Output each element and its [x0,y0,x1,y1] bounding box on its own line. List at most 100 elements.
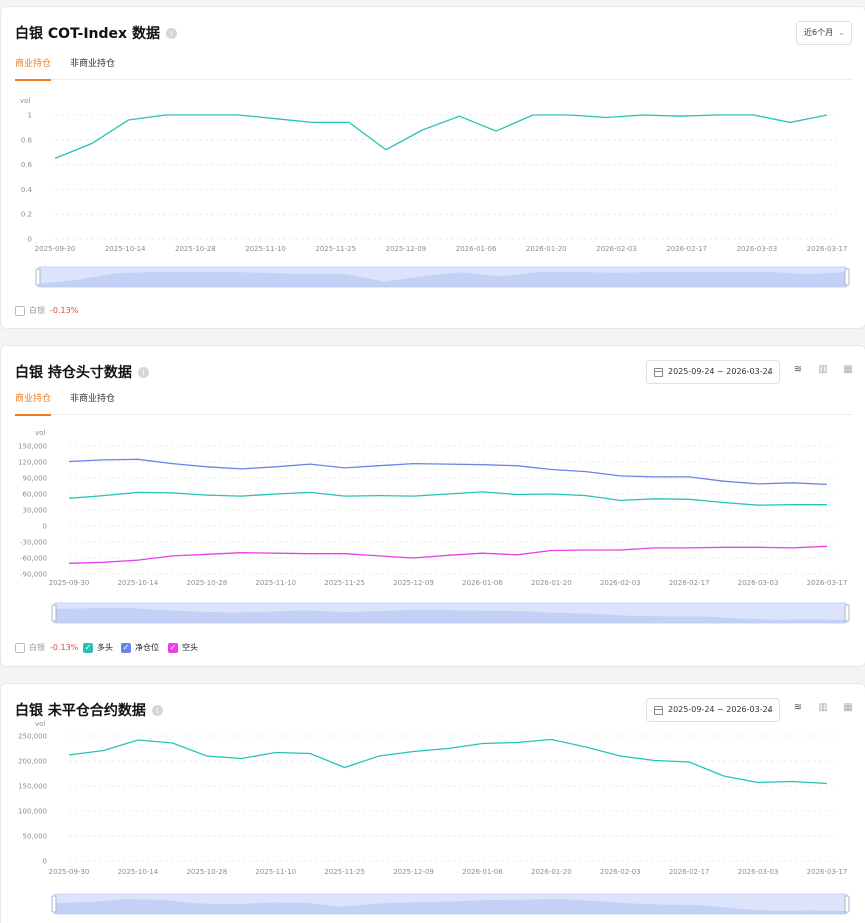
y-axis-label: vol [35,720,45,728]
positions-tabs: 商业持仓 非商业持仓 [15,391,853,416]
open-interest-chart: 0 50,000 100,000 150,000 200,000 250,000 vol 20… [18,720,850,915]
x-tick-label: 2026-01-20 [526,245,567,253]
y-axis-label: vol [20,97,30,105]
x-tick-label: 2025-10-14 [118,579,159,587]
table-icon[interactable]: ▦ [843,364,853,375]
y-tick-label: 60,000 [23,491,48,499]
x-tick-label: 2025-11-10 [255,868,296,876]
y-tick-label: -30,000 [20,539,47,547]
y-tick-label: -60,000 [20,555,47,563]
x-tick-label: 2025-09-30 [49,868,90,876]
positions-card: 白银 持仓头寸数据 i 2025-09-24 ~ 2026-03-24 ⌄ ≋ ▥… [0,345,865,667]
legend-long-label: 多头 [97,643,113,652]
chevron-down-icon: ⌄ [765,367,773,377]
checkbox-checked-icon[interactable]: ✓ [83,643,93,653]
y-tick-label: 100,000 [18,808,47,816]
info-icon[interactable]: i [151,705,163,716]
zoom-slider-preview [54,608,847,623]
chevron-down-icon: ⌄ [765,705,773,715]
checkbox-checked-icon[interactable]: ✓ [121,643,131,653]
x-tick-label: 2026-01-20 [531,579,572,587]
x-tick-label: 2026-01-06 [462,868,503,876]
date-range-picker[interactable]: 2025-09-24 ~ 2026-03-24 ⌄ [646,360,780,384]
line-chart-icon[interactable]: ≋ [793,364,803,375]
x-tick-label: 2025-10-28 [186,579,227,587]
series-line [68,491,827,506]
checkbox-icon[interactable] [15,306,25,316]
date-range-value: 2025-09-24 ~ 2026-03-24 [668,367,773,376]
x-tick-label: 2025-11-10 [255,579,296,587]
series-line [68,738,828,785]
x-tick-label: 2026-03-03 [736,245,777,253]
cot-index-chart: 0 0.2 0.4 0.6 0.8 1 vol 2025-09-30 2025-10-14 202… [20,97,850,288]
y-tick-label: 90,000 [23,475,48,483]
x-tick-label: 2026-03-03 [738,868,779,876]
x-tick-label: 2026-03-03 [738,579,779,587]
y-tick-label: 150,000 [18,443,47,451]
positions-chart: -90,000 -60,000 -30,000 0 30,000 60,000 90,000… [18,429,850,624]
x-tick-label: 2026-03-17 [807,245,848,253]
table-icon[interactable]: ▦ [843,702,853,713]
calendar-icon [654,706,663,715]
zoom-handle-left [35,268,41,286]
x-tick-label: 2025-09-30 [49,579,90,587]
zoom-slider-preview [38,272,847,287]
series-line [68,545,828,564]
x-tick-label: 2025-11-25 [315,245,356,253]
x-tick-label: 2026-02-03 [600,868,641,876]
y-tick-label: 250,000 [18,733,47,741]
x-tick-label: 2026-01-06 [462,579,503,587]
x-tick-label: 2025-10-14 [105,245,146,253]
bar-chart-icon[interactable]: ▥ [818,364,828,375]
open-interest-title: 白银 未平仓合约数据 i [15,700,163,720]
bar-chart-icon[interactable]: ▥ [818,702,828,713]
period-select[interactable]: 近6个月 ⌄ [796,21,852,45]
x-tick-label: 2025-09-30 [35,245,76,253]
zoom-handle-right [844,268,850,286]
x-tick-label: 2026-02-17 [666,245,707,253]
date-range-picker[interactable]: 2025-09-24 ~ 2026-03-24 ⌄ [646,698,780,722]
x-tick-label: 2025-12-09 [393,868,434,876]
y-tick-label: 0.6 [21,161,33,169]
tab-noncommercial[interactable]: 非商业持仓 [70,394,116,404]
x-tick-label: 2025-10-28 [175,245,216,253]
positions-title: 白银 持仓头寸数据 i [15,362,149,382]
x-tick-label: 2025-11-25 [324,868,365,876]
y-tick-label: 0 [43,523,47,531]
info-icon[interactable]: i [165,28,177,39]
x-tick-label: 2026-03-17 [807,868,848,876]
positions-title-text: 白银 持仓头寸数据 [15,365,132,381]
date-range-value: 2025-09-24 ~ 2026-03-24 [668,705,773,714]
checkbox-checked-icon[interactable]: ✓ [168,643,178,653]
legend-silver-change: -0.13% [50,306,79,315]
tab-commercial[interactable]: 商业持仓 [15,391,52,416]
open-interest-card: 白银 未平仓合约数据 i 2025-09-24 ~ 2026-03-24 ⌄ ≋ … [0,683,865,923]
tab-noncommercial[interactable]: 非商业持仓 [70,59,116,69]
y-tick-label: 0 [28,236,32,244]
legend-short-label: 空头 [182,643,198,652]
open-interest-title-text: 白银 未平仓合约数据 [15,703,146,719]
y-tick-label: 150,000 [18,783,47,791]
info-icon[interactable]: i [137,367,149,378]
cot-index-title-text: 白银 COT-Index 数据 [15,26,160,42]
x-tick-label: 2026-02-03 [600,579,641,587]
zoom-slider-preview [54,899,847,914]
series-line [68,458,828,486]
y-tick-label: 30,000 [23,507,48,515]
y-tick-label: -90,000 [20,571,47,579]
y-tick-label: 0 [43,858,47,866]
line-chart-icon[interactable]: ≋ [793,702,803,713]
x-tick-label: 2026-02-03 [596,245,637,253]
legend-net-label: 净仓位 [135,643,159,652]
x-tick-label: 2025-10-14 [118,868,159,876]
tab-commercial[interactable]: 商业持仓 [15,56,52,81]
zoom-handle-right [844,604,850,622]
zoom-handle-right [844,895,850,913]
chevron-down-icon: ⌄ [838,28,845,37]
cot-tabs: 商业持仓 非商业持仓 [15,56,853,81]
legend-silver-label: 白银 [29,643,45,652]
calendar-icon [654,368,663,377]
y-tick-label: 50,000 [23,833,48,841]
checkbox-icon[interactable] [15,643,25,653]
x-tick-label: 2025-11-25 [324,579,365,587]
